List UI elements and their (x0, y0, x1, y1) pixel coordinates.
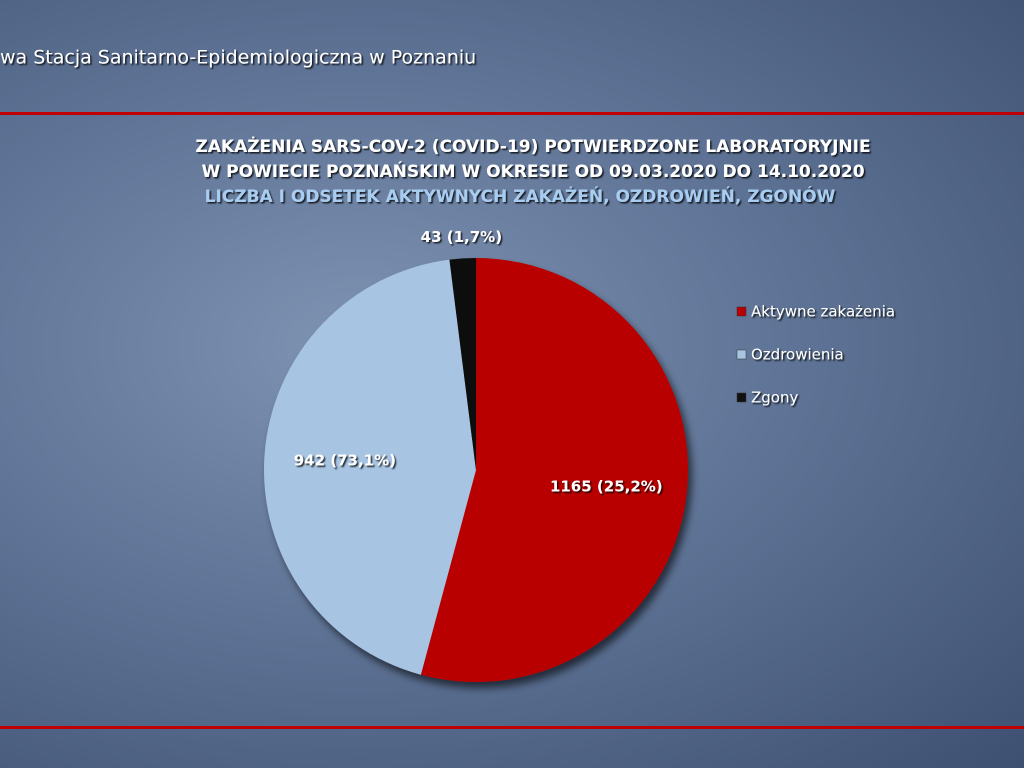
pie-slice (449, 258, 476, 470)
data-label: 1165 (25,2%) (550, 478, 663, 496)
legend-label: Ozdrowienia (751, 346, 844, 364)
legend-swatch (736, 392, 747, 403)
chart-title: W POWIECIE POZNAŃSKIM W OKRESIE OD 09.03… (201, 160, 864, 182)
legend-label: Aktywne zakażenia (751, 303, 895, 321)
data-label: 43 (1,7%) (421, 228, 502, 246)
header: wa Stacja Sanitarno-Epidemiologiczna w P… (0, 47, 476, 69)
chart-subtitle: LICZBA I ODSETEK AKTYWNYCH ZAKAŻEŃ, OZDR… (205, 185, 836, 207)
chart-title: ZAKAŻENIA SARS-COV-2 (COVID-19) POTWIERD… (195, 135, 870, 157)
pie-slice (420, 258, 689, 683)
pie (264, 258, 689, 683)
legend-swatch (736, 306, 747, 317)
data-label: 942 (73,1%) (294, 451, 396, 469)
legend-label: Zgony (751, 389, 798, 407)
legend-swatch (736, 349, 747, 360)
pie-slice (264, 259, 476, 675)
rule-top (0, 112, 1024, 115)
rule-bottom (0, 726, 1024, 729)
